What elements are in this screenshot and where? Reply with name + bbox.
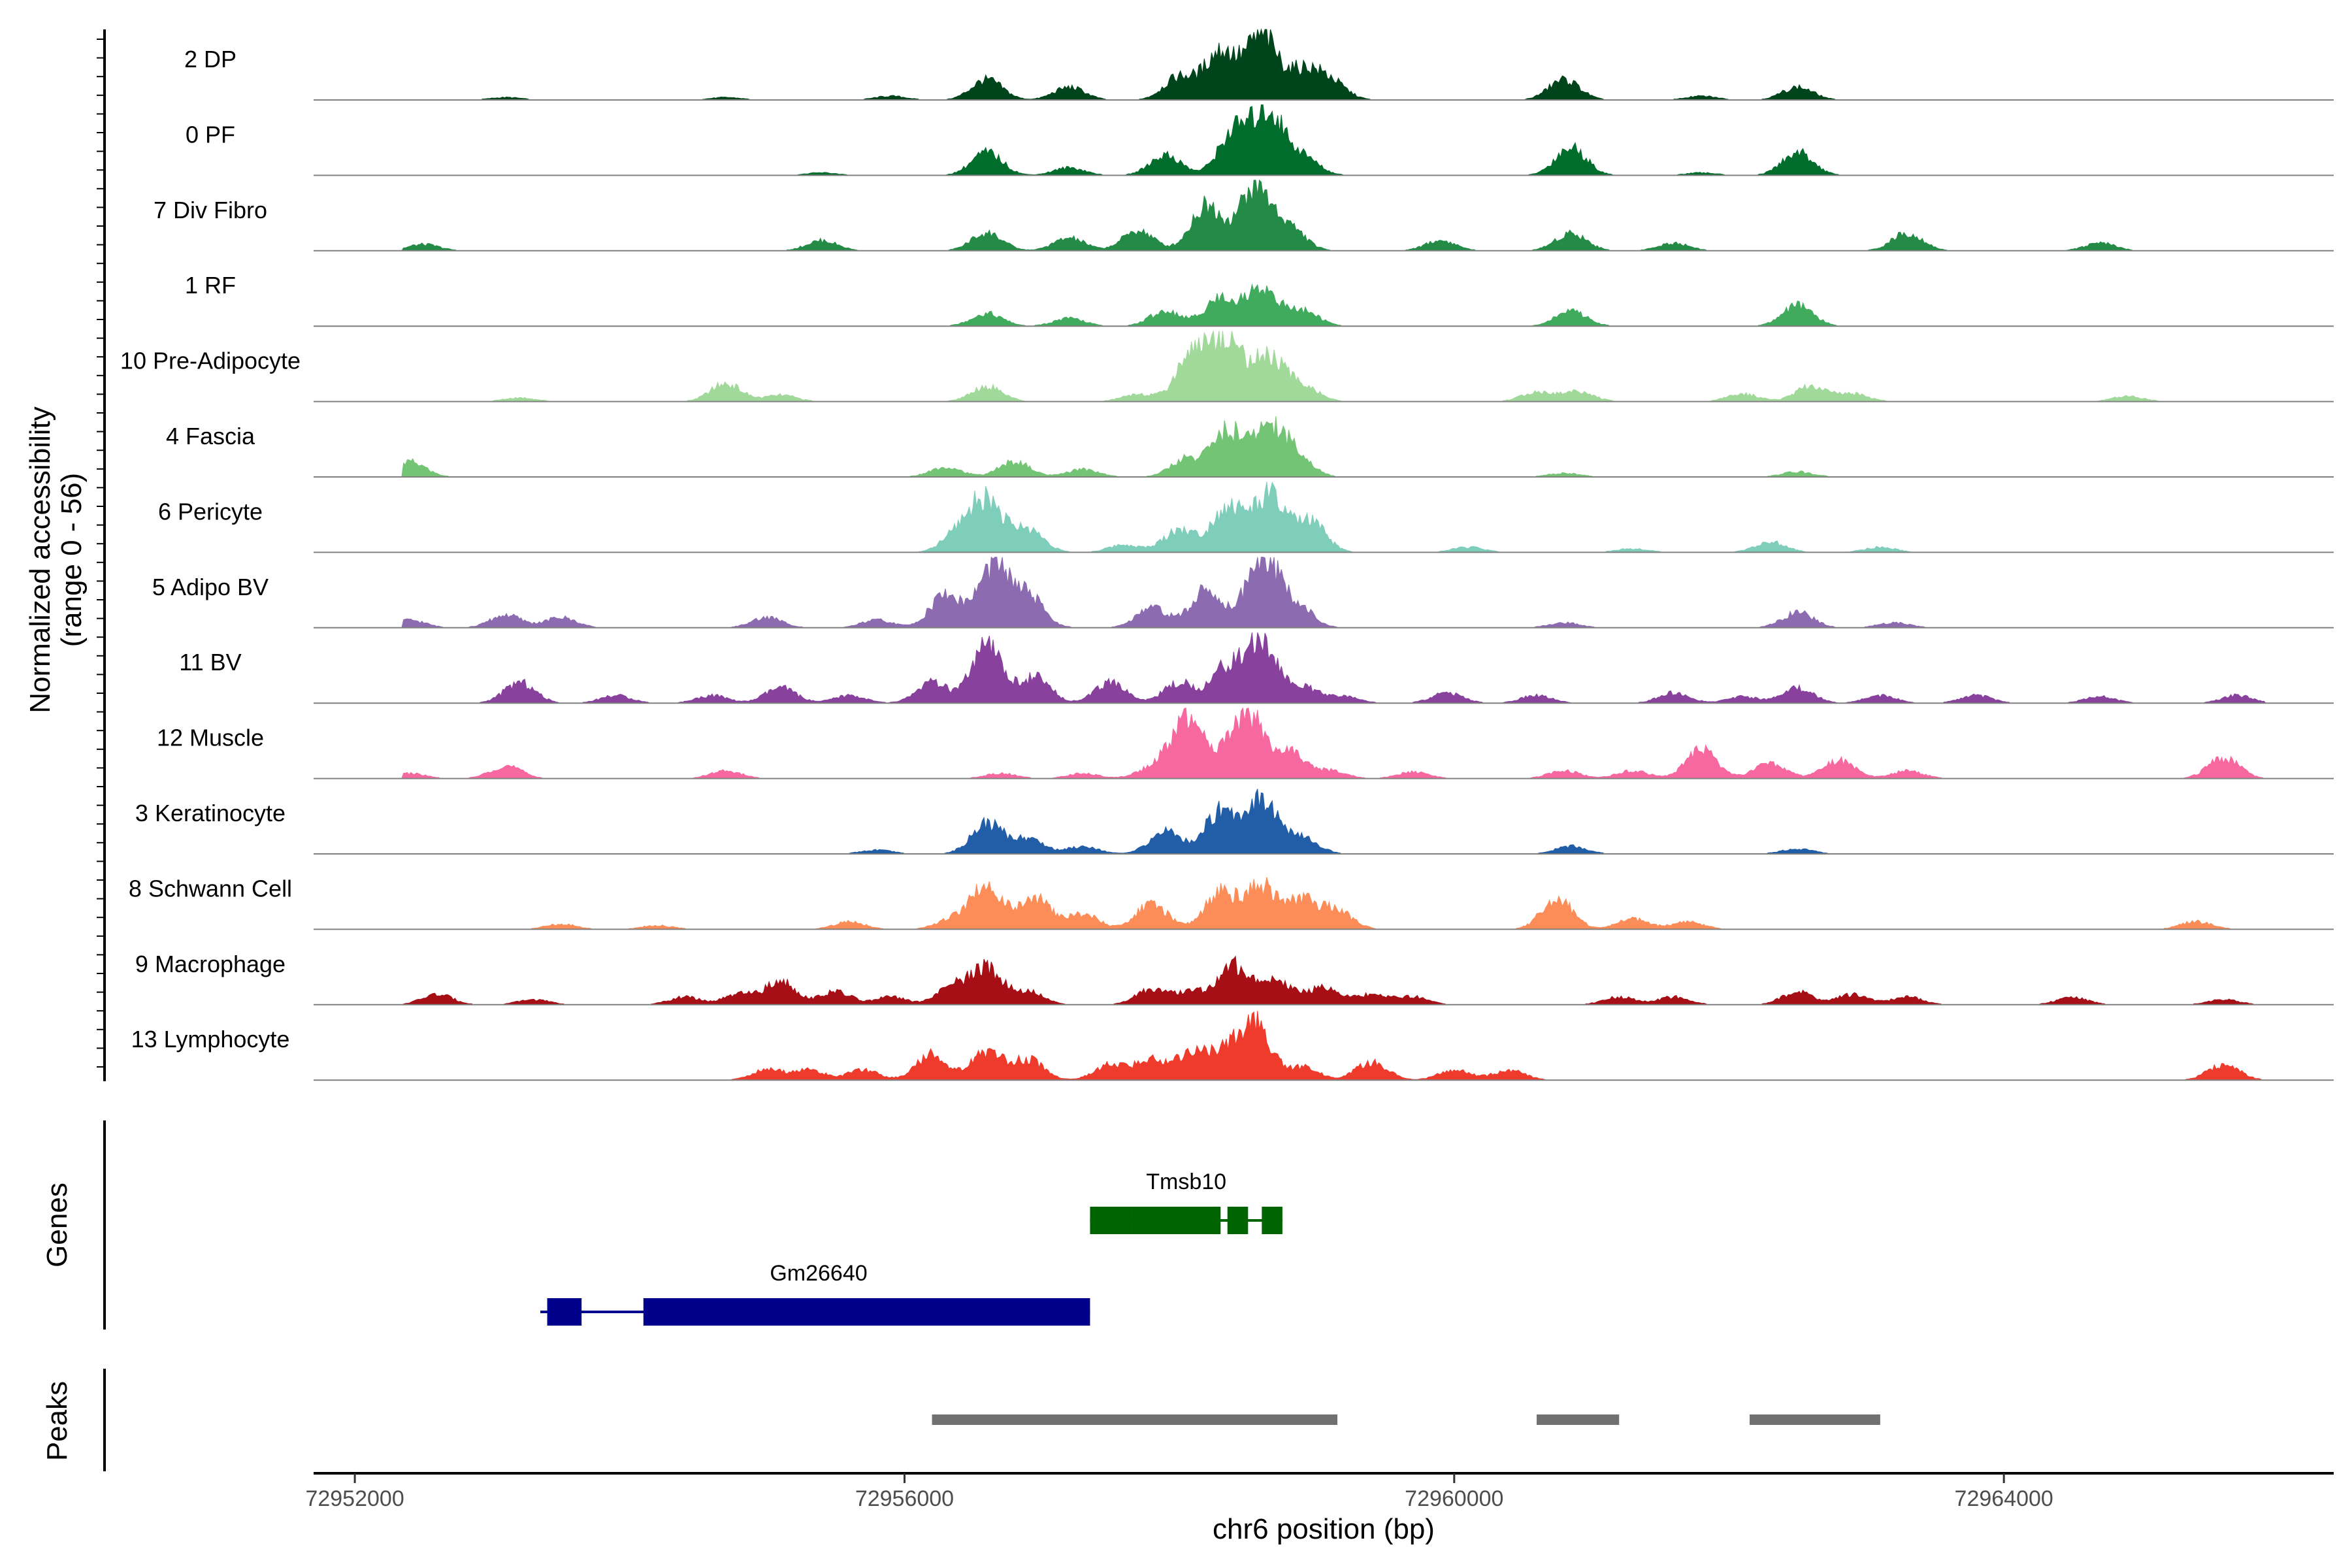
track: 8 Schwann Cell bbox=[129, 875, 2334, 930]
gene-exon bbox=[1090, 1207, 1132, 1234]
track: 13 Lymphocyte bbox=[131, 1011, 2334, 1081]
track-label: 12 Muscle bbox=[157, 725, 264, 751]
genes-panel-label: Genes bbox=[41, 1183, 73, 1267]
track-label: 1 RF bbox=[185, 272, 236, 299]
gene-model: Tmsb10 bbox=[1090, 1169, 1282, 1234]
gene-label: Tmsb10 bbox=[1146, 1169, 1226, 1194]
genes-panel: Tmsb10 Gm26640 bbox=[540, 1169, 1282, 1326]
coverage-area bbox=[314, 877, 2334, 930]
track: 12 Muscle bbox=[157, 707, 2334, 779]
track: 0 PF bbox=[186, 104, 2334, 176]
accessibility-tracks: 2 DP 0 PF 7 Div Fibro 1 RF 10 Pre-Adipocyte 4… bbox=[120, 28, 2334, 1081]
track-label: 10 Pre-Adipocyte bbox=[120, 348, 301, 374]
y-axis-title: Normalized accessibility (range 0 - 56) bbox=[24, 406, 88, 713]
peak-region bbox=[932, 1414, 1338, 1425]
peaks-panel bbox=[932, 1414, 1880, 1425]
gene-label: Gm26640 bbox=[770, 1261, 867, 1286]
track: 1 RF bbox=[185, 272, 2334, 327]
track: 3 Keratinocyte bbox=[135, 789, 2334, 855]
coverage-area bbox=[314, 28, 2334, 101]
y-axis-ticks bbox=[97, 39, 105, 1068]
track-label: 2 DP bbox=[184, 46, 237, 73]
x-tick-label: 72952000 bbox=[305, 1486, 404, 1511]
coverage-area bbox=[314, 632, 2334, 704]
track: 4 Fascia bbox=[166, 416, 2334, 478]
x-tick-label: 72956000 bbox=[855, 1486, 954, 1511]
track-label: 13 Lymphocyte bbox=[131, 1026, 290, 1053]
coverage-area bbox=[314, 331, 2334, 402]
y-axis-title-line2: (range 0 - 56) bbox=[56, 473, 88, 647]
coverage-area bbox=[314, 283, 2334, 327]
coverage-area bbox=[314, 1011, 2334, 1081]
track-label: 9 Macrophage bbox=[135, 951, 286, 977]
y-axis-title-line1: Normalized accessibility bbox=[24, 406, 56, 713]
coverage-area bbox=[314, 556, 2334, 629]
track-label: 3 Keratinocyte bbox=[135, 800, 286, 826]
track-label: 5 Adipo BV bbox=[152, 574, 269, 600]
x-tick-label: 72964000 bbox=[1955, 1486, 2053, 1511]
track: 9 Macrophage bbox=[135, 951, 2334, 1005]
coverage-area bbox=[314, 179, 2334, 252]
peak-region bbox=[1537, 1414, 1620, 1425]
coverage-area bbox=[314, 707, 2334, 779]
x-axis-title: chr6 position (bp) bbox=[1213, 1513, 1435, 1545]
track: 5 Adipo BV bbox=[152, 556, 2334, 629]
track-label: 8 Schwann Cell bbox=[129, 875, 292, 902]
coverage-area bbox=[314, 481, 2334, 553]
coverage-area bbox=[314, 789, 2334, 855]
track: 2 DP bbox=[184, 28, 2334, 101]
track: 11 BV bbox=[179, 632, 2334, 704]
gene-exon bbox=[1131, 1207, 1221, 1234]
coverage-area bbox=[314, 416, 2334, 478]
track-label: 4 Fascia bbox=[166, 423, 255, 449]
track: 7 Div Fibro bbox=[154, 179, 2334, 252]
gene-exon bbox=[643, 1298, 1090, 1326]
gene-exon bbox=[1227, 1207, 1249, 1234]
coverage-area bbox=[314, 104, 2334, 176]
track-label: 0 PF bbox=[186, 121, 235, 148]
track-label: 6 Pericyte bbox=[158, 498, 263, 525]
track: 10 Pre-Adipocyte bbox=[120, 331, 2334, 402]
track-label: 7 Div Fibro bbox=[154, 197, 267, 223]
gene-exon bbox=[1262, 1207, 1282, 1234]
coverage-area bbox=[314, 955, 2334, 1005]
peak-region bbox=[1750, 1414, 1880, 1425]
x-tick-label: 72960000 bbox=[1405, 1486, 1503, 1511]
peaks-panel-label: Peaks bbox=[41, 1381, 73, 1461]
x-axis-ticks: 72952000 72956000 72960000 72964000 bbox=[305, 1473, 2053, 1511]
gene-model: Gm26640 bbox=[540, 1261, 1090, 1326]
track-label: 11 BV bbox=[179, 649, 241, 676]
gene-exon bbox=[547, 1298, 582, 1326]
track: 6 Pericyte bbox=[158, 481, 2334, 553]
